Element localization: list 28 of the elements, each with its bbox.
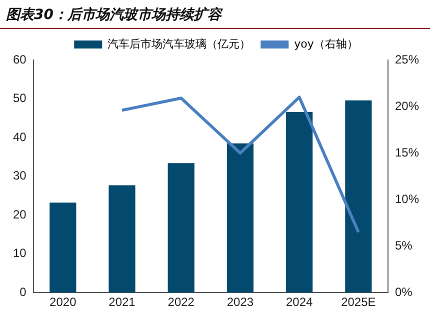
x-tick-label: 2021	[108, 295, 136, 310]
x-tick-label: 2020	[50, 295, 77, 310]
bar	[50, 202, 76, 293]
legend-label: yoy（右轴）	[294, 37, 358, 50]
bar	[286, 112, 313, 293]
y-tick-label: 40	[12, 130, 27, 144]
bar	[226, 143, 254, 293]
chart-title: 图表30：后市场汽玻市场持续扩容	[0, 0, 430, 29]
y-tick-label: 50	[12, 91, 27, 106]
y2-tick-label: 5%	[394, 238, 413, 252]
x-tick-label: 2023	[226, 295, 254, 310]
bar	[108, 185, 136, 293]
y-tick-label: 20	[12, 207, 27, 222]
y-tick-label: 60	[12, 52, 27, 66]
y-tick-label: 0	[20, 284, 27, 299]
bar	[168, 163, 194, 293]
x-tick-label: 2024	[286, 295, 313, 310]
y2-tick-label: 25%	[394, 52, 420, 66]
y2-tick-label: 0%	[394, 284, 413, 299]
y2-tick-label: 15%	[394, 145, 420, 160]
bar	[345, 100, 372, 293]
y2-tick-label: 20%	[394, 98, 420, 113]
x-tick-label: 2025E	[341, 295, 376, 310]
x-tick-label: 2022	[168, 295, 195, 310]
y-tick-label: 10	[12, 246, 27, 260]
y-tick-label: 30	[12, 168, 27, 183]
y2-tick-label: 10%	[394, 192, 420, 206]
legend-label: 汽车后市场汽车玻璃（亿元）	[108, 37, 251, 50]
